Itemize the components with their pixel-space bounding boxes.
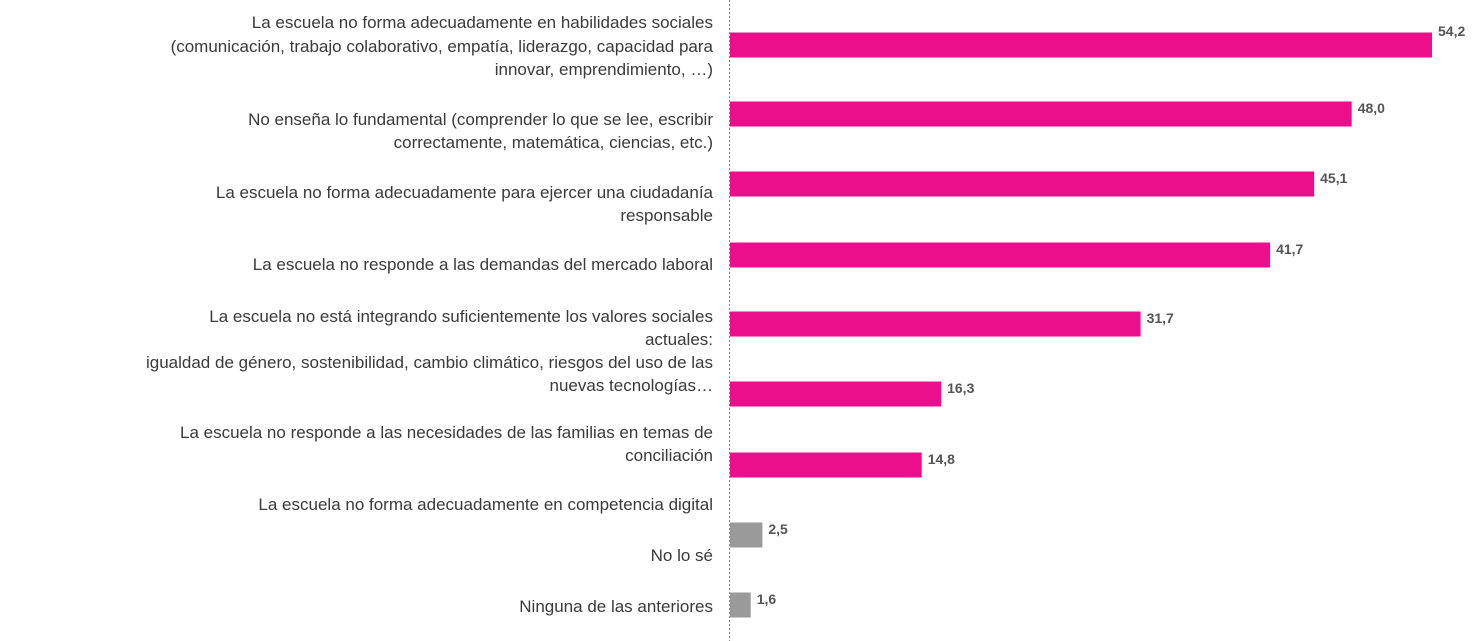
category-label-0: La escuela no forma adecuadamente en hab… (171, 13, 714, 79)
category-label-line: conciliación (625, 446, 713, 465)
value-label-5: 16,3 (947, 380, 974, 396)
value-label-7: 2,5 (768, 521, 788, 537)
category-label-3: La escuela no responde a las demandas de… (253, 255, 713, 274)
bar-2 (730, 171, 1315, 197)
value-labels: 54,2 48,0 45,1 41,7 31,7 16,3 14,8 2,5 1,6 (757, 23, 1466, 607)
category-label-5: La escuela no responde a las necesidades… (180, 423, 713, 465)
value-label-3: 41,7 (1276, 241, 1303, 257)
value-label-2: 45,1 (1320, 170, 1347, 186)
bar-5 (730, 381, 942, 407)
category-label-line: innovar, emprendimiento, …) (495, 60, 713, 79)
bar-1 (730, 101, 1352, 127)
category-label-line: La escuela no responde a las demandas de… (253, 255, 713, 274)
category-label-line: No enseña lo fundamental (comprender lo … (248, 110, 713, 129)
category-label-2: La escuela no forma adecuadamente para e… (216, 183, 714, 225)
category-label-line: La escuela no responde a las necesidades… (180, 423, 713, 442)
bar-7 (730, 522, 763, 548)
category-label-line: igualdad de género, sostenibilidad, camb… (146, 353, 713, 372)
category-label-line: No lo sé (651, 546, 713, 565)
category-label-line: Ninguna de las anteriores (519, 597, 713, 616)
category-label-line: responsable (620, 206, 713, 225)
category-label-1: No enseña lo fundamental (comprender lo … (248, 110, 713, 152)
category-label-line: La escuela no forma adecuadamente en hab… (252, 13, 713, 32)
category-label-7: No lo sé (651, 546, 713, 565)
category-label-line: (comunicación, trabajo colaborativo, emp… (171, 37, 714, 56)
value-label-6: 14,8 (928, 451, 955, 467)
bar-0 (730, 32, 1432, 58)
bar-3 (730, 242, 1271, 268)
category-label-line: actuales: (645, 330, 713, 349)
category-label-line: correctamente, matemática, ciencias, etc… (394, 133, 713, 152)
category-label-4: La escuela no está integrando suficiente… (146, 307, 713, 395)
category-label-6: La escuela no forma adecuadamente en com… (258, 495, 713, 514)
bar-4 (730, 311, 1141, 337)
value-label-4: 31,7 (1147, 310, 1174, 326)
category-label-line: La escuela no forma adecuadamente para e… (216, 183, 714, 202)
category-label-line: La escuela no está integrando suficiente… (209, 307, 713, 326)
value-label-1: 48,0 (1358, 100, 1385, 116)
category-label-line: nuevas tecnologías… (550, 376, 714, 395)
category-label-8: Ninguna de las anteriores (519, 597, 713, 616)
bar-8 (730, 592, 751, 618)
bars (730, 32, 1432, 618)
category-label-line: La escuela no forma adecuadamente en com… (258, 495, 713, 514)
value-label-8: 1,6 (757, 591, 777, 607)
category-labels: La escuela no forma adecuadamente en hab… (146, 13, 714, 616)
bar-6 (730, 452, 922, 478)
value-label-0: 54,2 (1438, 23, 1465, 39)
